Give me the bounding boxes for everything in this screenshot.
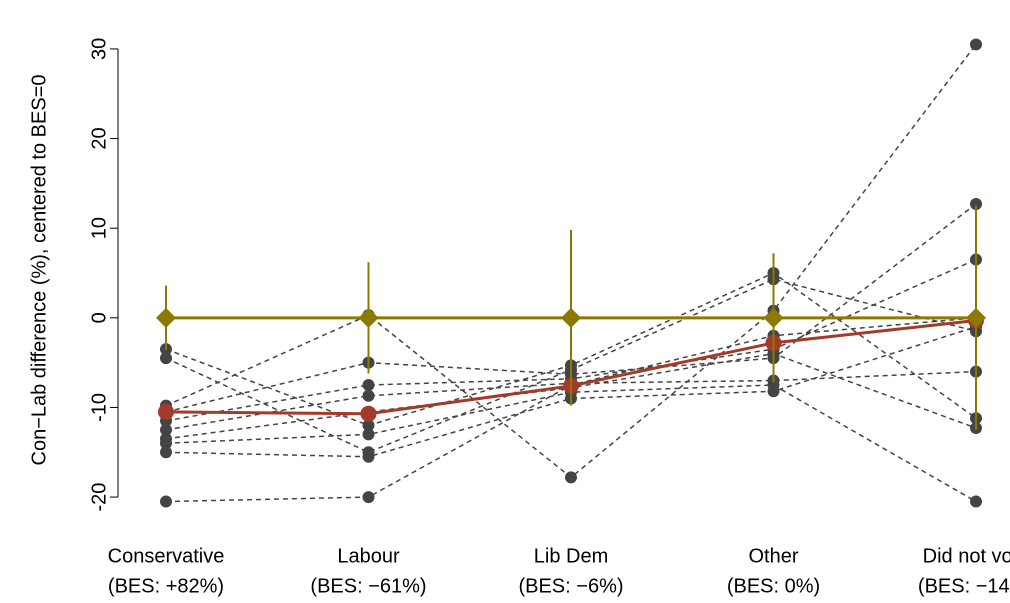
poll-marker (362, 419, 375, 432)
y-tick-label: 10 (88, 217, 110, 239)
x-tick-label: Other (748, 545, 798, 567)
x-tick-sublabel: (BES: 0%) (727, 575, 820, 597)
x-tick-label: Lib Dem (534, 545, 608, 567)
bes-marker (966, 307, 986, 328)
y-axis-label: Con−Lab difference (%), centered to BES=… (28, 75, 50, 466)
poll-marker (970, 197, 982, 210)
x-tick-sublabel: (BES: −61%) (310, 575, 426, 597)
poll-marker (160, 352, 172, 365)
y-tick-label: 0 (88, 312, 110, 323)
x-tick-sublabel: (BES: −6%) (518, 575, 623, 597)
poll-marker (970, 38, 982, 51)
poll-marker (160, 446, 172, 459)
bes-marker (156, 307, 176, 328)
y-tick-label: 30 (88, 38, 110, 60)
y-tick-label: -10 (88, 393, 110, 422)
poll-marker (362, 491, 375, 504)
y-tick-label: -20 (88, 483, 110, 512)
poll-marker (362, 389, 375, 402)
poll-line (165, 326, 977, 458)
x-tick-sublabel: (BES: +82%) (108, 575, 224, 597)
x-tick-label: Did not vote (923, 545, 1010, 567)
poll-marker (362, 379, 375, 392)
poll-marker (160, 423, 172, 436)
bes-marker (561, 307, 581, 328)
mean-marker (158, 403, 174, 420)
poll-line (165, 203, 977, 413)
bes-marker (358, 307, 379, 328)
mean-marker (360, 405, 377, 422)
poll-marker (160, 437, 172, 450)
x-tick-label: Conservative (108, 545, 225, 567)
poll-marker (362, 428, 375, 441)
poll-marker (362, 450, 375, 463)
poll-marker (970, 495, 982, 508)
x-tick-sublabel: (BES: −14%) (918, 575, 1010, 597)
poll-marker (565, 471, 577, 484)
y-tick-label: 20 (88, 127, 110, 149)
x-tick-label: Labour (337, 545, 400, 567)
poll-marker (767, 385, 780, 398)
poll-marker (160, 495, 172, 508)
bes-marker (763, 307, 784, 328)
